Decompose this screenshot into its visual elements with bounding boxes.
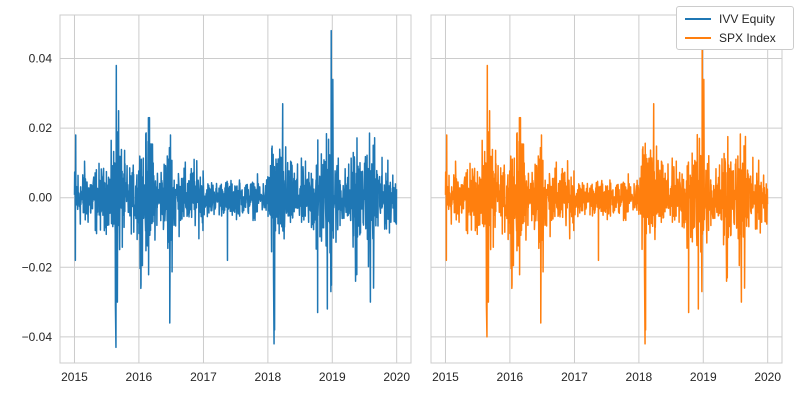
series-line-right <box>444 22 769 345</box>
series-line-left <box>73 29 398 349</box>
legend-item-spx-index: SPX Index <box>685 29 776 47</box>
x-tick-label: 2016 <box>126 370 153 384</box>
y-tick-label: −0.02 <box>22 260 53 274</box>
x-tick-label: 2016 <box>497 370 524 384</box>
x-tick-label: 2020 <box>754 370 781 384</box>
panel-left: 2015 2016 2017 2018 2019 2020 0.04 0.02 0.00 −0.0… <box>22 14 412 384</box>
y-tick-label: −0.04 <box>22 330 53 344</box>
y-tick-label: 0.02 <box>29 121 53 135</box>
x-tick-label: 2019 <box>690 370 717 384</box>
x-tick-label: 2017 <box>561 370 588 384</box>
legend-swatch-ivv-equity <box>685 18 711 20</box>
x-tick-label: 2018 <box>626 370 653 384</box>
x-tick-label: 2018 <box>255 370 282 384</box>
legend-swatch-spx-index <box>685 37 711 39</box>
x-tick-label: 2019 <box>319 370 346 384</box>
axes-frame <box>59 14 412 364</box>
y-tick-label: 0.00 <box>29 191 53 205</box>
y-tick-label: 0.04 <box>29 52 53 66</box>
x-tick-label: 2020 <box>383 370 410 384</box>
x-tick-label: 2017 <box>190 370 217 384</box>
legend-item-ivv-equity: IVV Equity <box>685 10 775 28</box>
x-tick-label: 2015 <box>432 370 459 384</box>
panel-right: 2015 2016 2017 2018 2019 2020 <box>430 14 783 384</box>
x-tick-label: 2015 <box>61 370 88 384</box>
legend-label-ivv-equity: IVV Equity <box>719 12 776 26</box>
legend-label-spx-index: SPX Index <box>719 31 776 45</box>
axes-frame <box>430 14 783 364</box>
legend: IVV Equity SPX Index <box>676 6 794 50</box>
